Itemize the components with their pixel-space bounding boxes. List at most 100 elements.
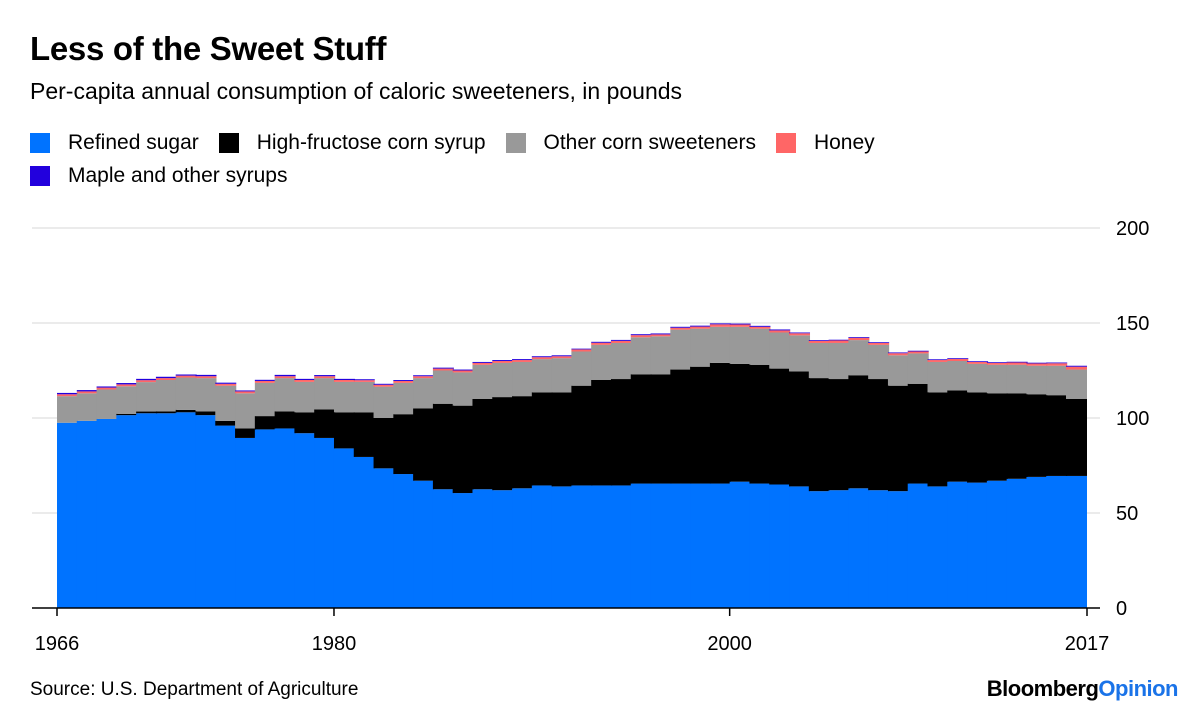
bar-segment-high-fructose-corn-syrup <box>294 412 316 434</box>
bar-segment-maple-and-other-syrups <box>769 329 791 331</box>
legend-swatch-refined-sugar <box>30 132 50 153</box>
legend-row-1: Refined sugar High-fructose corn syrup O… <box>30 126 1030 159</box>
bar-1988 <box>492 360 514 608</box>
legend-swatch-other-corn <box>505 132 526 153</box>
legend-row-2: Maple and other syrups <box>30 159 1030 192</box>
bar-segment-honey <box>828 340 850 343</box>
bar-segment-refined-sugar <box>413 480 435 608</box>
legend-item-honey: Honey <box>775 131 875 155</box>
bar-segment-refined-sugar <box>828 490 850 608</box>
bar-segment-refined-sugar <box>195 415 217 608</box>
bar-segment-honey <box>749 326 771 329</box>
legend-label-hfcs: High-fructose corn syrup <box>256 130 486 154</box>
bar-2007 <box>868 342 890 608</box>
bar-segment-high-fructose-corn-syrup <box>531 392 553 486</box>
bar-segment-refined-sugar <box>155 413 177 608</box>
bar-segment-maple-and-other-syrups <box>294 378 316 380</box>
bar-segment-other-corn-sweeteners <box>373 386 395 418</box>
bar-segment-honey <box>709 324 731 327</box>
bar-2006 <box>848 337 870 608</box>
bar-segment-refined-sugar <box>333 448 355 608</box>
bar-2001 <box>749 325 771 608</box>
bar-segment-refined-sugar <box>274 428 296 608</box>
bar-segment-other-corn-sweeteners <box>887 355 909 386</box>
bar-1983 <box>393 380 415 608</box>
bar-segment-high-fructose-corn-syrup <box>709 362 731 484</box>
bar-segment-high-fructose-corn-syrup <box>650 374 672 484</box>
bar-segment-maple-and-other-syrups <box>789 332 811 334</box>
bar-segment-other-corn-sweeteners <box>195 378 217 412</box>
bar-segment-other-corn-sweeteners <box>630 337 652 375</box>
bar-segment-other-corn-sweeteners <box>413 378 435 409</box>
bar-segment-honey <box>76 391 98 394</box>
legend-swatch-maple <box>30 165 50 186</box>
bar-segment-other-corn-sweeteners <box>393 382 415 415</box>
bar-segment-honey <box>571 349 593 352</box>
bar-segment-maple-and-other-syrups <box>947 358 969 359</box>
bar-segment-refined-sugar <box>986 480 1008 608</box>
bar-segment-high-fructose-corn-syrup <box>769 368 791 485</box>
bar-segment-honey <box>274 376 296 379</box>
bar-segment-high-fructose-corn-syrup <box>1066 399 1087 476</box>
bar-2013 <box>986 362 1008 608</box>
bar-2008 <box>887 352 909 608</box>
bar-segment-other-corn-sweeteners <box>690 328 712 367</box>
bar-segment-maple-and-other-syrups <box>967 361 989 362</box>
bar-segment-refined-sugar <box>690 483 712 608</box>
bar-segment-high-fructose-corn-syrup <box>215 420 237 426</box>
bar-segment-high-fructose-corn-syrup <box>927 392 949 487</box>
bar-segment-honey <box>769 330 791 333</box>
bar-1969 <box>116 383 138 608</box>
bar-1975 <box>235 390 257 608</box>
bar-segment-other-corn-sweeteners <box>136 382 158 412</box>
bar-2016 <box>1046 362 1068 608</box>
bar-2015 <box>1026 362 1048 608</box>
bar-segment-high-fructose-corn-syrup <box>828 379 850 491</box>
bar-segment-maple-and-other-syrups <box>215 382 237 384</box>
bar-segment-refined-sugar <box>630 483 652 608</box>
bar-segment-refined-sugar <box>452 493 474 608</box>
bar-1980 <box>333 378 355 608</box>
brand-opinion: Opinion <box>1098 676 1178 701</box>
bar-segment-other-corn-sweeteners <box>472 364 494 399</box>
bar-segment-high-fructose-corn-syrup <box>808 378 830 492</box>
bar-segment-refined-sugar <box>808 491 830 608</box>
legend-item-refined-sugar: Refined sugar <box>30 131 199 155</box>
bar-segment-honey <box>353 380 375 382</box>
bar-segment-refined-sugar <box>353 456 375 608</box>
bar-segment-maple-and-other-syrups <box>235 390 257 392</box>
bar-segment-refined-sugar <box>729 481 751 608</box>
bar-segment-other-corn-sweeteners <box>828 342 850 380</box>
bar-segment-high-fructose-corn-syrup <box>314 409 336 438</box>
legend-label-maple: Maple and other syrups <box>68 163 288 187</box>
bar-1968 <box>96 386 118 608</box>
bar-1981 <box>353 379 375 608</box>
bar-1974 <box>215 382 237 608</box>
source-note: Source: U.S. Department of Agriculture <box>30 679 359 700</box>
bar-1986 <box>452 369 474 608</box>
bar-segment-maple-and-other-syrups <box>155 376 177 379</box>
bar-segment-high-fructose-corn-syrup <box>887 385 909 492</box>
bar-segment-other-corn-sweeteners <box>848 340 870 376</box>
bar-segment-honey <box>551 356 573 359</box>
bar-segment-refined-sugar <box>650 483 672 608</box>
bar-segment-refined-sugar <box>175 412 197 608</box>
bar-segment-refined-sugar <box>907 483 929 608</box>
bar-segment-maple-and-other-syrups <box>591 341 613 343</box>
x-axis <box>32 607 1100 616</box>
bar-segment-other-corn-sweeteners <box>1046 365 1068 396</box>
bar-segment-other-corn-sweeteners <box>1066 369 1087 399</box>
bar-segment-honey <box>393 380 415 383</box>
bar-segment-maple-and-other-syrups <box>57 392 78 395</box>
bar-segment-refined-sugar <box>789 486 811 608</box>
bar-segment-refined-sugar <box>492 490 514 608</box>
bar-segment-refined-sugar <box>610 485 632 608</box>
bar-1991 <box>551 355 573 608</box>
bar-segment-high-fructose-corn-syrup <box>1006 393 1028 479</box>
x-tick-label: 1980 <box>312 633 357 655</box>
bar-2005 <box>828 339 850 608</box>
bar-segment-honey <box>472 362 494 365</box>
chart-title: Less of the Sweet Stuff <box>30 30 387 67</box>
x-tick-label: 2000 <box>707 633 752 655</box>
bar-segment-refined-sugar <box>393 474 415 608</box>
